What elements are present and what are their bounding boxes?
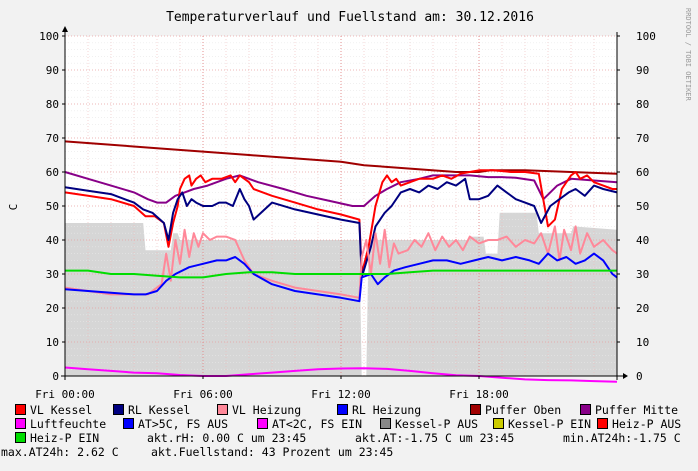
legend-swatch [15, 432, 26, 443]
legend-item-rl-heizung: RL Heizung [337, 403, 421, 417]
series-rl-heizung [64, 252, 618, 303]
legend-label: Puffer Oben [485, 403, 562, 417]
y-tick-label-left: 50 [46, 200, 59, 213]
legend-label: VL Heizung [232, 403, 302, 417]
legend-label: RL Kessel [128, 403, 191, 417]
legend-item-vl-heizung: VL Heizung [217, 403, 301, 417]
legend-item-luftfeuchte: Luftfeuchte [15, 417, 106, 431]
y-tick-label-right: 100 [636, 30, 656, 43]
y-tick-label-right: 80 [636, 98, 649, 111]
series-vl-heizung [64, 225, 618, 299]
legend-item-kessel-p-ein: Kessel-P EIN [493, 417, 591, 431]
legend-label: Kessel-P EIN [508, 417, 592, 431]
legend-item-rl-kessel: RL Kessel [113, 403, 190, 417]
y-tick-label-right: 30 [636, 268, 649, 281]
series-puffer-oben [64, 140, 618, 175]
x-tick-label: Fri 00:00 [35, 388, 95, 400]
y-tick-label-right: 50 [636, 200, 649, 213]
series-rl-kessel [64, 177, 618, 279]
legend-row-1: VL Kessel RL Kessel VL Heizung RL Heizun… [15, 403, 695, 417]
legend-item-at-lt-2c: AT<2C, FS EIN [257, 417, 362, 431]
legend-swatch [493, 418, 504, 429]
y-tick-label-right: 90 [636, 64, 649, 77]
legend-label: AT<2C, FS EIN [272, 417, 363, 431]
legend-label: VL Kessel [30, 403, 93, 417]
legend-item-vl-kessel: VL Kessel [15, 403, 92, 417]
y-tick-label-left: 0 [52, 370, 59, 383]
legend-swatch [257, 418, 268, 429]
y-tick-label-left: 40 [46, 234, 59, 247]
y-tick-label-right: 40 [636, 234, 649, 247]
legend-swatch [470, 404, 481, 415]
legend-item-heiz-p-aus: Heiz-P AUS [597, 417, 681, 431]
legend-item-at-gt-5c: AT>5C, FS AUS [123, 417, 228, 431]
legend-row-4: max.AT24h: 2.62 C akt.Fuellstand: 43 Pro… [1, 445, 695, 459]
watermark: RRDTOOL / TOBI OETIKER [684, 8, 692, 102]
legend-swatch [123, 418, 134, 429]
y-tick-label-left: 30 [46, 268, 59, 281]
legend-label: AT>5C, FS AUS [138, 417, 229, 431]
y-tick-label-left: 100 [39, 30, 59, 43]
legend-item-heiz-p-ein: Heiz-P EIN [15, 431, 99, 445]
x-axis-arrow [623, 373, 628, 379]
series-heiz-p-ein [65, 269, 617, 279]
y-tick-label-left: 60 [46, 166, 59, 179]
y-tick-label-right: 10 [636, 336, 649, 349]
legend-swatch [217, 404, 228, 415]
y-tick-label-left: 20 [46, 302, 59, 315]
legend-swatch [380, 418, 391, 429]
legend-item-puffer-mitte: Puffer Mitte [580, 403, 678, 417]
chart-title: Temperaturverlauf und Fuellstand am: 30.… [166, 10, 534, 25]
y-tick-label-left: 10 [46, 336, 59, 349]
legend-label: Luftfeuchte [30, 417, 107, 431]
chart: 0 0 10 10 20 20 30 30 40 40 50 50 60 60 70 70 80 80 90 90 10… [7, 8, 692, 400]
y-tick-label-left: 80 [46, 98, 59, 111]
y-axis-arrow [62, 26, 68, 32]
y-tick-label-right: 20 [636, 302, 649, 315]
legend-swatch [15, 404, 26, 415]
legend-row-2: Luftfeuchte AT>5C, FS AUS AT<2C, FS EIN … [15, 417, 695, 431]
x-tick-label: Fri 06:00 [173, 388, 233, 400]
y-tick-label-right: 60 [636, 166, 649, 179]
y-tick-label-right: 70 [636, 132, 649, 145]
legend-label: Heiz-P EIN [30, 431, 100, 445]
series-luftfeuchte [64, 366, 618, 383]
current-at: akt.AT:-1.75 C um 23:45 [355, 431, 515, 445]
legend-item-kessel-p-aus: Kessel-P AUS [380, 417, 478, 431]
legend-swatch [580, 404, 591, 415]
legend-label: Heiz-P AUS [612, 417, 682, 431]
legend-swatch [113, 404, 124, 415]
legend: VL Kessel RL Kessel VL Heizung RL Heizun… [1, 403, 695, 459]
max-at-24h: max.AT24h: 2.62 C [1, 445, 119, 459]
current-fuellstand: akt.Fuellstand: 43 Prozent um 23:45 [151, 445, 394, 459]
legend-swatch [337, 404, 348, 415]
x-tick-label: Fri 18:00 [449, 388, 509, 400]
y-tick-label-left: 70 [46, 132, 59, 145]
min-at-24h: min.AT24h:-1.75 C [563, 431, 681, 445]
legend-label: Puffer Mitte [595, 403, 679, 417]
y-tick-label-left: 90 [46, 64, 59, 77]
legend-label: Kessel-P AUS [395, 417, 479, 431]
ylabel: C [7, 204, 20, 211]
legend-swatch [15, 418, 26, 429]
legend-swatch [597, 418, 608, 429]
legend-label: RL Heizung [352, 403, 422, 417]
x-tick-label: Fri 12:00 [311, 388, 371, 400]
current-rh: akt.rH: 0.00 C um 23:45 [147, 431, 307, 445]
legend-row-3: Heiz-P EIN akt.rH: 0.00 C um 23:45 akt.A… [15, 431, 695, 445]
series-puffer-mitte [64, 171, 618, 207]
y-tick-label-right: 0 [636, 370, 643, 383]
legend-item-puffer-oben: Puffer Oben [470, 403, 561, 417]
